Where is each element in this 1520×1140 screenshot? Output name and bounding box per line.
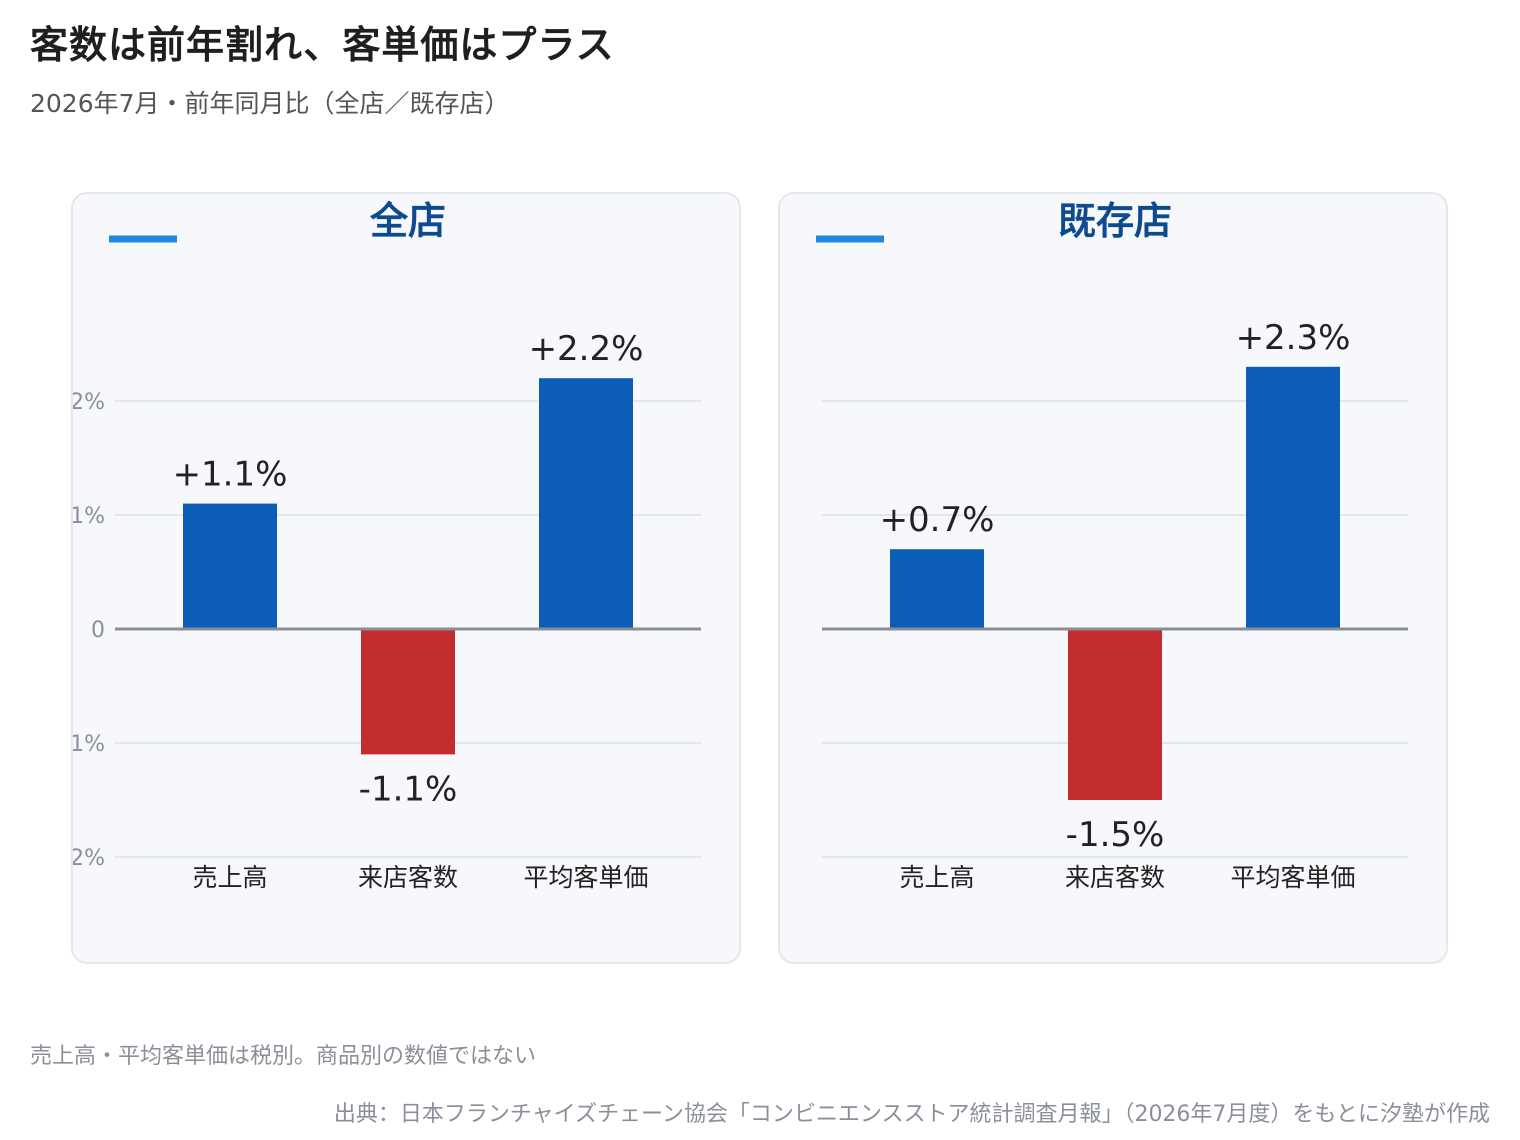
category-label: 売上高 — [899, 863, 974, 892]
bar — [890, 549, 984, 629]
y-tick-label: +1% — [73, 504, 105, 529]
bar — [361, 629, 455, 755]
data-label: +0.7% — [880, 500, 995, 540]
category-label: 来店客数 — [358, 863, 458, 892]
chart-title: 既存店 — [1058, 199, 1172, 243]
data-label: +2.2% — [529, 329, 644, 369]
y-tick-label: 0 — [91, 618, 105, 643]
chart-existing-stores: 既存店 +0.7% 売上高 -1.5% 来店客数 +2.3% 平均客単価 — [816, 199, 1408, 892]
chart-panel-existing-stores: 既存店 +0.7% 売上高 -1.5% 来店客数 +2.3% 平均客単価 — [778, 192, 1448, 964]
y-tick-label: -2% — [73, 846, 105, 871]
category-label: 平均客単価 — [523, 863, 648, 892]
bar — [183, 503, 277, 629]
chart-title: 全店 — [369, 199, 446, 243]
page-title: 客数は前年割れ、客単価はプラス — [30, 23, 615, 67]
chart-all-stores: 全店 +2% +1% 0 -1% -2% +1.1% 売上高 -1.1% 来店客数 +2.2% 平均客… — [73, 199, 701, 892]
data-label: +1.1% — [173, 455, 288, 495]
category-label: 平均客単価 — [1230, 863, 1355, 892]
bar — [539, 378, 633, 629]
y-tick-label: +2% — [73, 390, 105, 415]
bar — [1246, 366, 1340, 629]
footnote: 売上高・平均客単価は税別。商品別の数値ではない — [30, 1044, 537, 1069]
bar — [1068, 629, 1162, 800]
category-label: 来店客数 — [1065, 863, 1165, 892]
chart-panel-all-stores: 全店 +2% +1% 0 -1% -2% +1.1% 売上高 -1.1% 来店客数 +2.2% 平均客… — [71, 192, 741, 964]
data-label: +2.3% — [1236, 318, 1351, 358]
y-tick-label: -1% — [73, 732, 105, 757]
page-subtitle: 2026年7月・前年同月比（全店／既存店） — [30, 89, 510, 118]
data-label: -1.5% — [1066, 815, 1165, 855]
category-label: 売上高 — [192, 863, 267, 892]
data-label: -1.1% — [359, 769, 458, 809]
source-credit: 出典：日本フランチャイズチェーン協会「コンビニエンスストア統計調査月報」（202… — [333, 1102, 1490, 1127]
